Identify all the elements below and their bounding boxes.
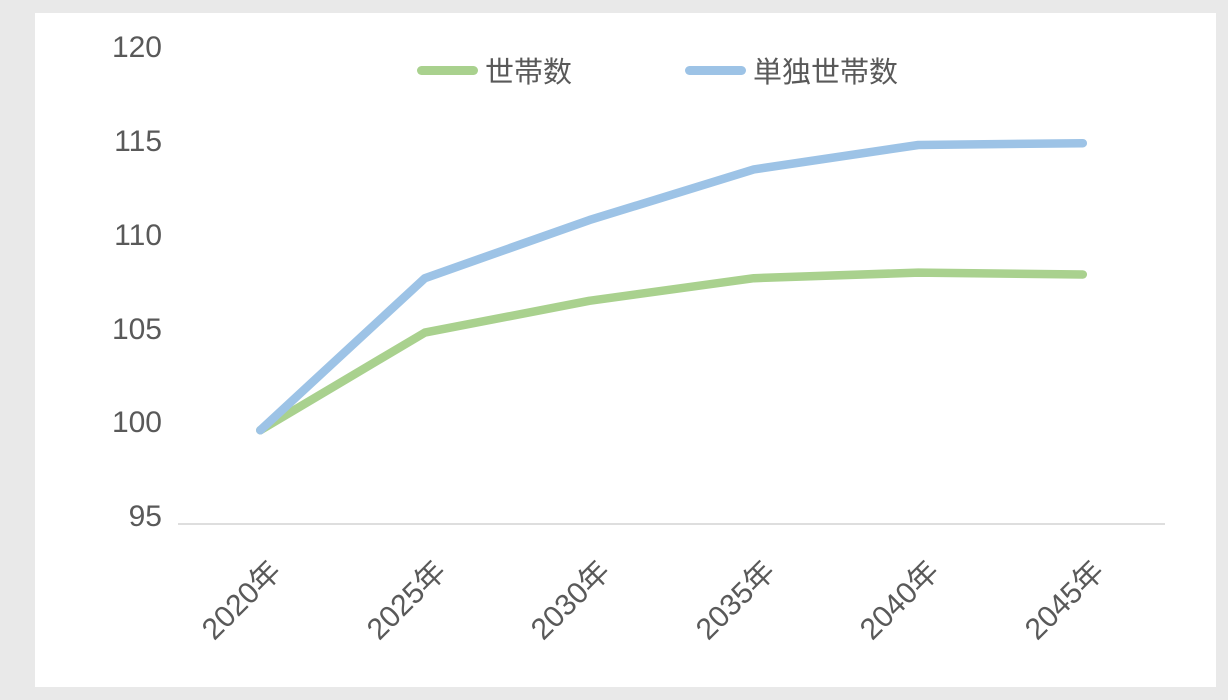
series-line-swatch [685, 65, 746, 75]
y-axis-tick-label: 110 [114, 219, 162, 252]
y-axis-tick-label: 120 [111, 31, 162, 64]
chart-panel: 120 115 110 105 100 95 2020年 2025年 2030年… [35, 13, 1216, 687]
legend-label: 単独世帯数 [753, 57, 899, 89]
y-axis-tick-label: 95 [128, 500, 162, 533]
y-axis-tick-label: 100 [111, 406, 162, 439]
y-axis-tick-label: 115 [114, 125, 162, 158]
series-line-swatch [417, 65, 478, 75]
line-chart [178, 138, 1165, 525]
series-line [256, 138, 1088, 435]
series-line [256, 268, 1088, 435]
y-axis-tick-label: 105 [111, 313, 162, 346]
legend-label: 世帯数 [485, 57, 573, 89]
legend-item: 単独世帯数 [685, 53, 898, 89]
legend-item: 世帯数 [417, 53, 572, 89]
